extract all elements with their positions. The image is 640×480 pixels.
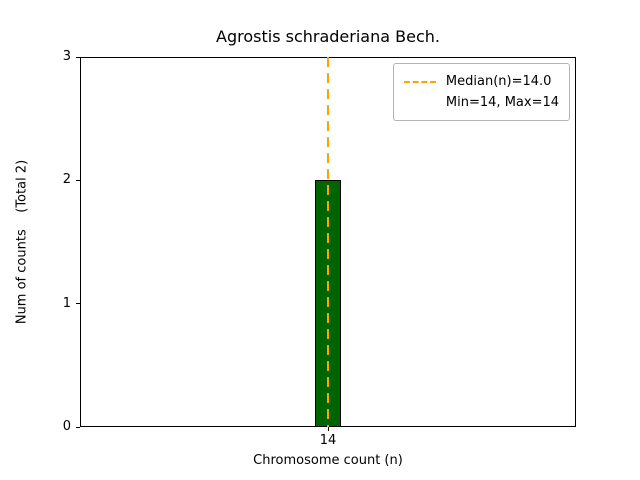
median-dashed-line-sample [403,80,436,83]
legend-label-minmax: Min=14, Max=14 [445,95,559,110]
legend-sample-spacer [404,102,436,104]
y-tick-mark [76,56,80,58]
legend: Median(n)=14.0 Min=14, Max=14 [392,63,570,121]
legend-row-median: Median(n)=14.0 [403,71,559,92]
chart-title: Agrostis schraderiana Bech. [216,27,440,46]
x-axis-label: Chromosome count (n) [253,453,403,468]
x-tick-mark [327,427,329,431]
x-tick-label: 14 [319,433,337,448]
y-tick-mark [76,179,80,181]
y-tick-label: 0 [62,419,71,434]
legend-label-median: Median(n)=14.0 [445,74,552,89]
y-tick-mark [76,303,80,305]
y-tick-mark [76,426,80,428]
legend-row-minmax: Min=14, Max=14 [404,92,559,113]
y-tick-label: 1 [62,295,71,311]
y-tick-label: 2 [62,172,71,188]
median-line [327,57,329,427]
y-tick-label: 3 [62,49,71,64]
